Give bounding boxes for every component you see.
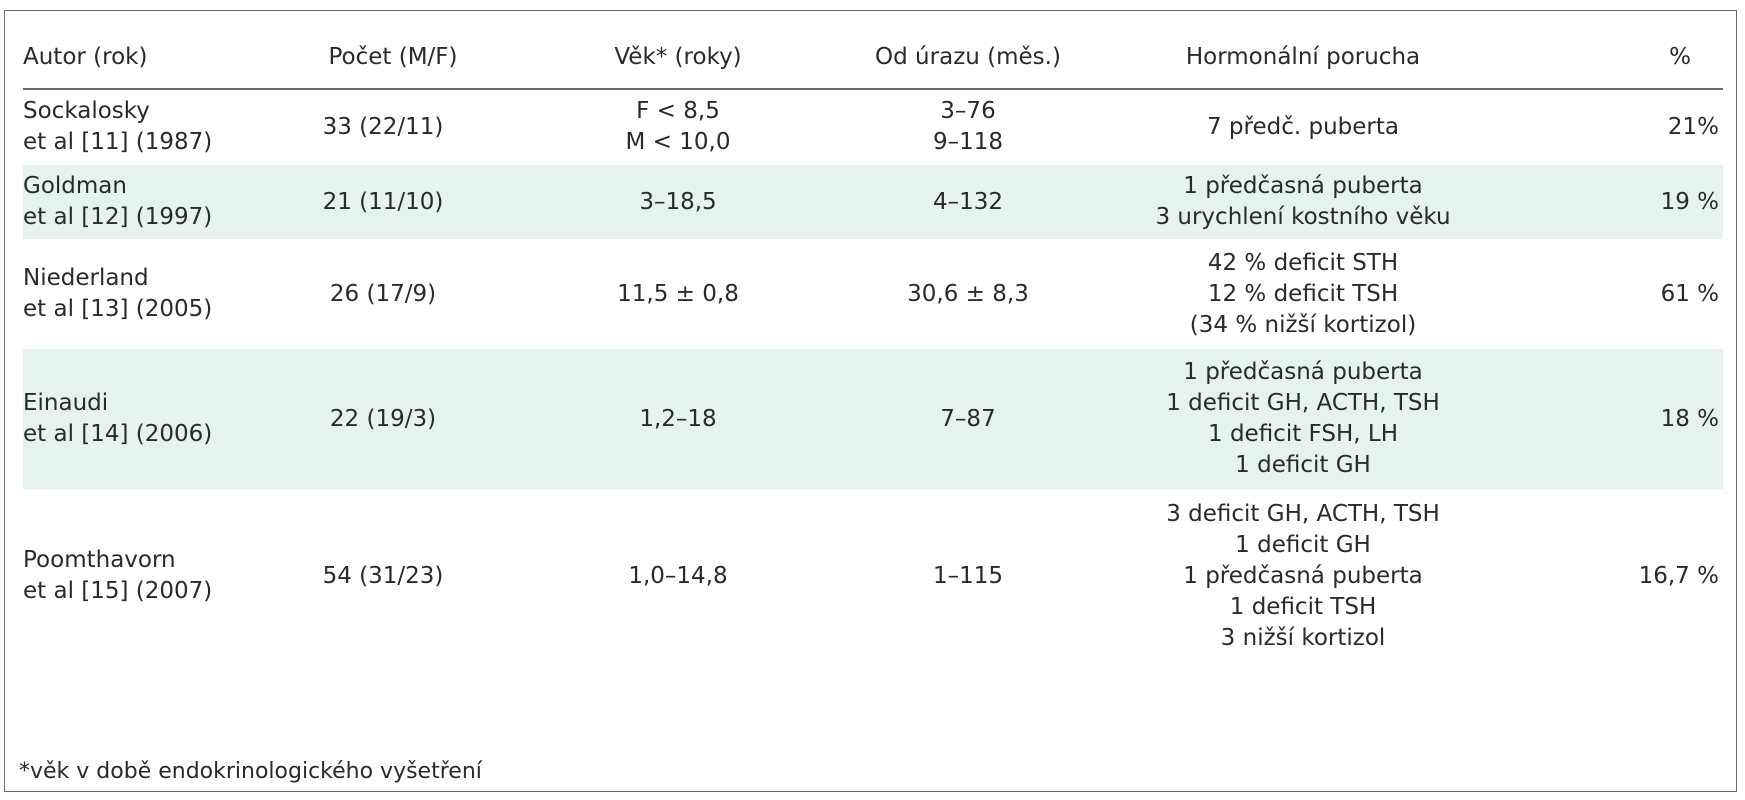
percent-cell: 19 % <box>1503 164 1723 240</box>
author-cell: Poomthavorn et al [15] (2007) <box>23 489 263 662</box>
cell-line: 12 % deficit TSH <box>1207 280 1399 307</box>
header-count: Počet (M/F) <box>263 27 523 90</box>
count-cell: 26 (17/9) <box>263 239 523 349</box>
author-cell: Niederland et al [13] (2005) <box>23 239 263 349</box>
cell-line: 11,5 ± 0,8 <box>617 280 739 307</box>
age-cell: 3–18,5 <box>523 164 833 240</box>
count-cell: 33 (22/11) <box>263 88 523 165</box>
cell-line: 21% <box>1667 113 1719 140</box>
age-cell: 1,0–14,8 <box>523 489 833 662</box>
table-row: Goldman et al [12] (1997) 21 (11/10) 3–18,5… <box>23 164 1723 240</box>
cell-line: et al [11] (1987) <box>23 129 213 155</box>
cell-line: 1 deficit FSH, LH <box>1208 421 1398 447</box>
footnote: *věk v době endokrinologického vyšetření <box>19 759 482 784</box>
author-cell: Goldman et al [12] (1997) <box>23 164 263 240</box>
cell-line: 16,7 % <box>1638 562 1719 589</box>
percent-cell: 18 % <box>1503 348 1723 490</box>
age-cell: F < 8,5 M < 10,0 <box>523 88 833 165</box>
age-cell: 11,5 ± 0,8 <box>523 239 833 349</box>
header-disorder: Hormonální porucha <box>1103 27 1503 90</box>
cell-line: Sockalosky <box>23 98 150 124</box>
cell-line: 1,2–18 <box>639 405 717 432</box>
cell-line: 30,6 ± 8,3 <box>907 280 1029 307</box>
cell-line: 1 předčasná puberta <box>1183 359 1423 385</box>
cell-line: F < 8,5 <box>636 98 720 124</box>
cell-line: Einaudi <box>23 390 109 416</box>
cell-line: et al [15] (2007) <box>23 578 213 604</box>
disorder-cell: 1 předčasná puberta 3 urychlení kostního … <box>1103 164 1503 240</box>
header-percent: % <box>1503 27 1723 90</box>
cell-line: 33 (22/11) <box>322 113 444 140</box>
disorder-cell: 7 předč. puberta <box>1103 88 1503 165</box>
cell-line: M < 10,0 <box>625 129 731 155</box>
count-cell: 21 (11/10) <box>263 164 523 240</box>
cell-line: 7–87 <box>940 405 996 432</box>
cell-line: et al [13] (2005) <box>23 296 213 322</box>
table-row: Poomthavorn et al [15] (2007) 54 (31/23) 1,… <box>23 489 1723 662</box>
cell-line: 61 % <box>1660 280 1719 307</box>
count-cell: 22 (19/3) <box>263 348 523 490</box>
disorder-cell: 3 deficit GH, ACTH, TSH 1 deficit GH 1 pře… <box>1103 489 1503 662</box>
cell-line: 9–118 <box>932 129 1004 155</box>
since-injury-cell: 1–115 <box>833 489 1103 662</box>
header-since-injury: Od úrazu (měs.) <box>833 27 1103 90</box>
since-injury-cell: 30,6 ± 8,3 <box>833 239 1103 349</box>
cell-line: 26 (17/9) <box>329 280 437 307</box>
table-frame: Autor (rok) Počet (M/F) Věk* (roky) Od ú… <box>4 10 1737 792</box>
cell-line: 3 urychlení kostního věku <box>1155 204 1451 230</box>
age-cell: 1,2–18 <box>523 348 833 490</box>
percent-cell: 21% <box>1503 88 1723 165</box>
table-row: Niederland et al [13] (2005) 26 (17/9) 11,5… <box>23 239 1723 349</box>
data-table: Autor (rok) Počet (M/F) Věk* (roky) Od ú… <box>23 27 1723 662</box>
cell-line: et al [14] (2006) <box>23 421 213 447</box>
cell-line: Poomthavorn <box>23 547 176 573</box>
cell-line: et al [12] (1997) <box>23 204 213 230</box>
since-injury-cell: 4–132 <box>833 164 1103 240</box>
since-injury-cell: 7–87 <box>833 348 1103 490</box>
cell-line: 3 deficit GH, ACTH, TSH <box>1166 500 1440 527</box>
cell-line: 1 deficit GH <box>1235 452 1371 478</box>
cell-line: 1,0–14,8 <box>628 562 728 589</box>
header-row: Autor (rok) Počet (M/F) Věk* (roky) Od ú… <box>23 27 1723 90</box>
header-author: Autor (rok) <box>23 27 263 90</box>
count-cell: 54 (31/23) <box>263 489 523 662</box>
cell-line: 19 % <box>1660 188 1719 215</box>
cell-line: 1 předčasná puberta <box>1183 173 1423 199</box>
disorder-cell: 1 předčasná puberta 1 deficit GH, ACTH, T… <box>1103 348 1503 490</box>
disorder-cell: 42 % deficit STH 12 % deficit TSH (34 % ni… <box>1103 239 1503 349</box>
cell-line: 54 (31/23) <box>322 562 444 589</box>
since-injury-cell: 3–76 9–118 <box>833 88 1103 165</box>
cell-line: 3–76 <box>940 98 996 124</box>
cell-line: Niederland <box>23 265 149 291</box>
cell-line: 21 (11/10) <box>322 188 444 215</box>
cell-line: 7 předč. puberta <box>1206 113 1399 140</box>
author-cell: Einaudi et al [14] (2006) <box>23 348 263 490</box>
cell-line: 42 % deficit STH <box>1207 249 1399 276</box>
cell-line: Goldman <box>23 173 127 199</box>
cell-line: 22 (19/3) <box>329 405 437 432</box>
cell-line: 1 deficit GH <box>1235 531 1371 558</box>
cell-line: 1 předčasná puberta <box>1183 562 1423 589</box>
percent-cell: 16,7 % <box>1503 489 1723 662</box>
cell-line: 1 deficit GH, ACTH, TSH <box>1166 390 1440 416</box>
cell-line: 18 % <box>1660 405 1719 432</box>
cell-line: 3–18,5 <box>639 188 717 215</box>
cell-line: (34 % nižší kortizol) <box>1189 311 1417 338</box>
header-age: Věk* (roky) <box>523 27 833 90</box>
cell-line: 3 nižší kortizol <box>1220 624 1386 651</box>
author-cell: Sockalosky et al [11] (1987) <box>23 88 263 165</box>
percent-cell: 61 % <box>1503 239 1723 349</box>
table-row: Sockalosky et al [11] (1987) 33 (22/11) F <… <box>23 88 1723 165</box>
table-row: Einaudi et al [14] (2006) 22 (19/3) 1,2–18 7… <box>23 348 1723 490</box>
cell-line: 4–132 <box>932 188 1004 215</box>
cell-line: 1 deficit TSH <box>1229 593 1377 620</box>
cell-line: 1–115 <box>932 562 1004 589</box>
